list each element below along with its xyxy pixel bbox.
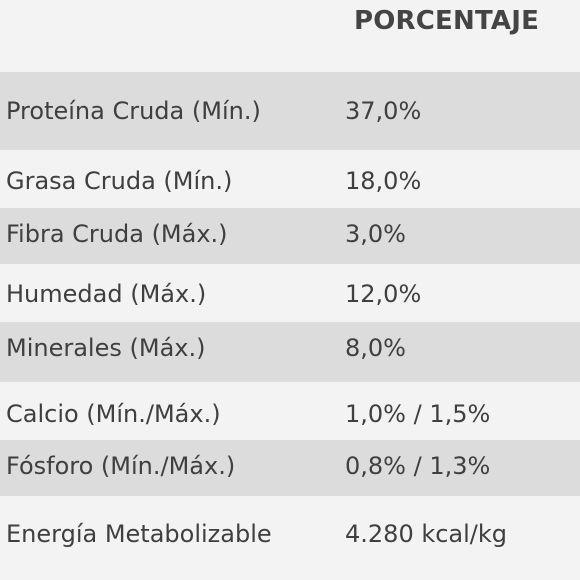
row-value: 3,0%: [345, 220, 406, 248]
table-row: Grasa Cruda (Mín.) 18,0%: [0, 150, 580, 208]
row-label: Grasa Cruda (Mín.): [6, 167, 233, 195]
row-value: 1,0% / 1,5%: [345, 400, 491, 428]
nutrition-table: Proteína Cruda (Mín.) 37,0% Grasa Cruda …: [0, 72, 580, 580]
row-label: Fósforo (Mín./Máx.): [6, 452, 236, 480]
table-row: Fibra Cruda (Máx.) 3,0%: [0, 208, 580, 264]
table-row: Fósforo (Mín./Máx.) 0,8% / 1,3%: [0, 440, 580, 496]
row-value: 4.280 kcal/kg: [345, 520, 508, 548]
column-header-percentage: PORCENTAJE: [354, 6, 540, 36]
row-value: 18,0%: [345, 167, 422, 195]
row-label: Minerales (Máx.): [6, 334, 206, 362]
table-row: Humedad (Máx.) 12,0%: [0, 264, 580, 322]
table-row: Proteína Cruda (Mín.) 37,0%: [0, 72, 580, 150]
table-row: Energía Metabolizable 4.280 kcal/kg: [0, 496, 580, 580]
table-row: Calcio (Mín./Máx.) 1,0% / 1,5%: [0, 382, 580, 440]
row-label: Proteína Cruda (Mín.): [6, 97, 261, 125]
row-label: Calcio (Mín./Máx.): [6, 400, 221, 428]
row-label: Energía Metabolizable: [6, 520, 272, 548]
row-value: 12,0%: [345, 280, 422, 308]
table-header: PORCENTAJE: [0, 0, 580, 72]
row-label: Humedad (Máx.): [6, 280, 207, 308]
row-value: 8,0%: [345, 334, 406, 362]
row-value: 37,0%: [345, 97, 422, 125]
table-row: Minerales (Máx.) 8,0%: [0, 322, 580, 382]
row-value: 0,8% / 1,3%: [345, 452, 491, 480]
row-label: Fibra Cruda (Máx.): [6, 220, 228, 248]
